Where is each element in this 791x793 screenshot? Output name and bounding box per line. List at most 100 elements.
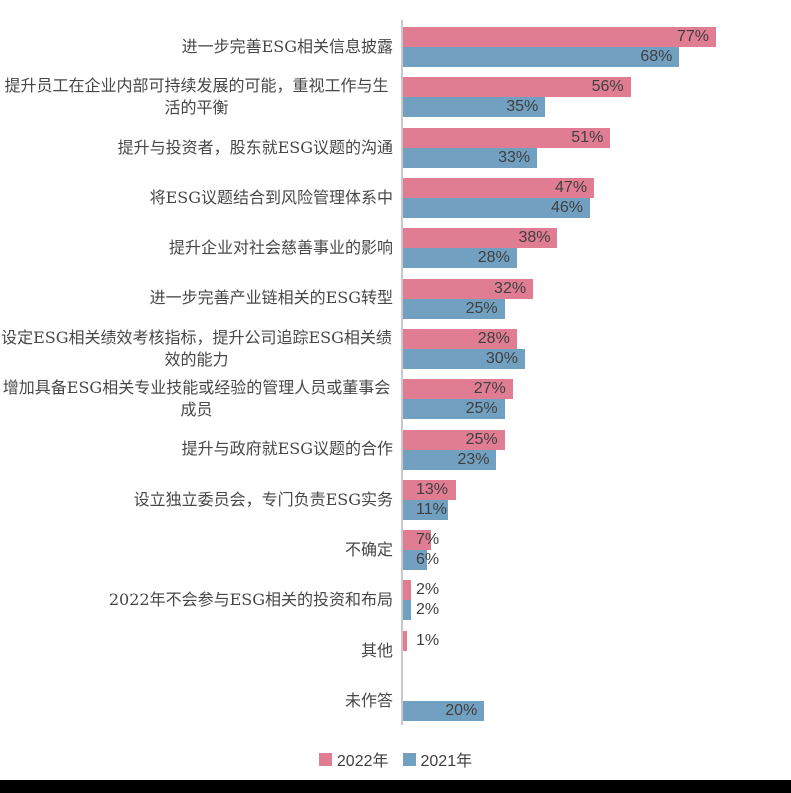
plot-cell: 51% 33%	[403, 127, 791, 168]
bar-2021	[403, 47, 680, 68]
value-label-2022: 38%	[518, 229, 551, 247]
category-row: 2022年不会参与ESG相关的投资和布局 2% 2%	[0, 575, 791, 625]
category-row: 进一步完善产业链相关的ESG转型 32% 25%	[0, 273, 791, 323]
bar-2022	[403, 429, 505, 450]
value-label-2021: 35%	[506, 98, 539, 116]
bar-2021	[403, 600, 412, 621]
plot-cell: 38% 28%	[403, 228, 791, 269]
value-label-2021: 46%	[550, 199, 583, 217]
bar-2021	[403, 499, 448, 520]
category-label: 不确定	[344, 539, 393, 559]
category-label-cell: 进一步完善产业链相关的ESG转型	[0, 287, 403, 309]
plot-cell: 27% 25%	[403, 379, 791, 420]
category-label: 未作答	[344, 690, 393, 710]
category-row: 设立独立委员会，专门负责ESG实务 13% 11%	[0, 475, 791, 525]
category-row: 设定ESG相关绩效考核指标，提升公司追踪ESG相关绩效的能力 28% 30%	[0, 324, 791, 374]
plot-cell: 32% 25%	[403, 278, 791, 319]
category-label: 进一步完善ESG相关信息披露	[181, 36, 393, 56]
category-label-cell: 其他	[0, 640, 403, 662]
legend-swatch-2022-icon	[318, 752, 332, 766]
legend-swatch-2021-icon	[402, 752, 416, 766]
category-row: 进一步完善ESG相关信息披露 77% 68%	[0, 22, 791, 72]
legend-label-2022: 2022年	[336, 753, 389, 770]
category-row: 提升与投资者，股东就ESG议题的沟通 51% 33%	[0, 123, 791, 173]
plot-cell: 1%	[403, 630, 791, 671]
category-label-cell: 设立独立委员会，专门负责ESG实务	[0, 489, 403, 511]
category-label-cell: 进一步完善ESG相关信息披露	[0, 36, 403, 58]
bar-2021	[403, 298, 505, 319]
value-label-2021: 2%	[416, 601, 440, 619]
value-label-2021: 33%	[498, 148, 531, 166]
value-label-2022: 51%	[571, 128, 604, 146]
category-label: 提升员工在企业内部可持续发展的可能，重视工作与生活的平衡	[4, 76, 389, 118]
value-label-2022: 13%	[416, 480, 449, 498]
plot-cell: 56% 35%	[403, 77, 791, 118]
category-label-cell: 提升员工在企业内部可持续发展的可能，重视工作与生活的平衡	[0, 75, 403, 120]
category-label-cell: 不确定	[0, 539, 403, 561]
plot-cell: 47% 46%	[403, 178, 791, 219]
category-row: 将ESG议题结合到风险管理体系中 47% 46%	[0, 173, 791, 223]
plot-cell: 7% 6%	[403, 530, 791, 571]
category-label: 将ESG议题结合到风险管理体系中	[149, 187, 393, 207]
bar-2022	[403, 27, 716, 48]
value-label-2022: 28%	[477, 329, 510, 347]
bar-2022	[403, 530, 432, 551]
bar-2022	[403, 630, 408, 651]
category-label: 2022年不会参与ESG相关的投资和布局	[108, 590, 393, 610]
category-label-cell: 提升与政府就ESG议题的合作	[0, 438, 403, 460]
category-row: 提升与政府就ESG议题的合作 25% 23%	[0, 424, 791, 474]
bar-2021	[403, 147, 538, 168]
bar-2021	[403, 198, 590, 219]
category-label: 提升与政府就ESG议题的合作	[181, 439, 393, 459]
value-label-2021: 28%	[477, 249, 510, 267]
bar-2021	[403, 449, 497, 470]
category-row: 提升员工在企业内部可持续发展的可能，重视工作与生活的平衡 56% 35%	[0, 72, 791, 122]
bar-2022	[403, 379, 513, 400]
legend-item-2022: 2022年	[318, 747, 389, 771]
category-row: 未作答 20%	[0, 676, 791, 726]
value-label-2022: 27%	[473, 380, 506, 398]
category-label: 设立独立委员会，专门负责ESG实务	[133, 489, 393, 509]
plot-cell: 13% 11%	[403, 479, 791, 520]
value-label-2022: 1%	[416, 631, 440, 649]
legend: 2022年 2021年	[0, 747, 791, 771]
category-label: 增加具备ESG相关专业技能或经验的管理人员或董事会成员	[2, 377, 391, 420]
bar-2022	[403, 178, 595, 199]
category-label: 其他	[360, 640, 393, 660]
value-label-2022: 32%	[494, 279, 527, 297]
bar-2021	[403, 248, 517, 269]
category-row: 提升企业对社会慈善事业的影响 38% 28%	[0, 223, 791, 273]
bar-2021	[403, 550, 428, 571]
bar-2022	[403, 228, 558, 249]
bottom-border-strip	[0, 780, 791, 793]
y-axis-line	[401, 20, 403, 725]
bar-2022	[403, 77, 631, 98]
value-label-2021: 23%	[457, 450, 490, 468]
plot-cell: 20%	[403, 681, 791, 721]
value-label-2021: 68%	[640, 48, 673, 66]
chart-rows: 进一步完善ESG相关信息披露 77% 68% 提升员工在企业内部可持续发展的可能，重视…	[0, 22, 791, 726]
category-label-cell: 增加具备ESG相关专业技能或经验的管理人员或董事会成员	[0, 377, 403, 422]
plot-cell: 77% 68%	[403, 27, 791, 68]
bar-2021	[403, 97, 546, 118]
value-label-2022: 77%	[676, 28, 709, 46]
category-row: 不确定 7% 6%	[0, 525, 791, 575]
legend-label-2021: 2021年	[420, 753, 473, 770]
legend-item-2021: 2021年	[402, 747, 473, 771]
category-label-cell: 将ESG议题结合到风险管理体系中	[0, 187, 403, 209]
category-row: 增加具备ESG相关专业技能或经验的管理人员或董事会成员 27% 25%	[0, 374, 791, 424]
plot-cell: 2% 2%	[403, 580, 791, 621]
value-label-2021: 25%	[465, 299, 498, 317]
bar-2022	[403, 580, 412, 601]
category-label: 提升与投资者，股东就ESG议题的沟通	[117, 137, 393, 157]
value-label-2022: 25%	[465, 430, 498, 448]
bar-2021	[403, 701, 485, 721]
value-label-2022: 47%	[555, 179, 588, 197]
value-label-2021: 25%	[465, 400, 498, 418]
category-label-cell: 未作答	[0, 690, 403, 712]
bar-2021	[403, 399, 505, 420]
category-row: 其他 1%	[0, 626, 791, 676]
bar-2022	[403, 479, 456, 500]
category-label-cell: 提升与投资者，股东就ESG议题的沟通	[0, 137, 403, 159]
